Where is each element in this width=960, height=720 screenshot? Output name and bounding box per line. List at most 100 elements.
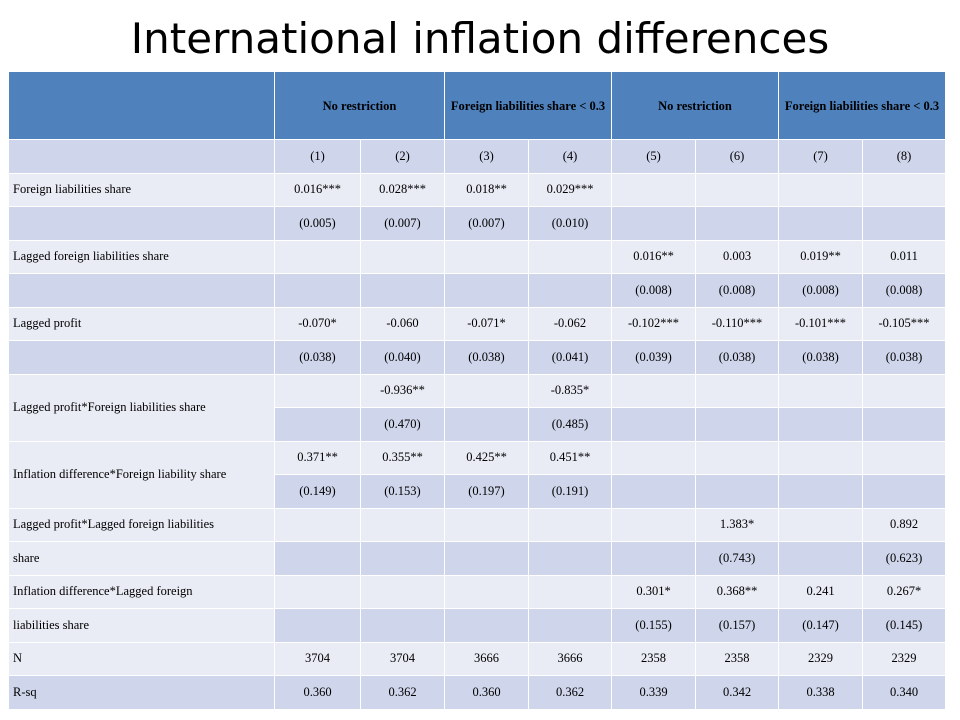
coef-cell: 0.267* bbox=[862, 574, 947, 609]
se-cell: (0.010) bbox=[527, 206, 613, 241]
se-cell: (0.041) bbox=[527, 340, 613, 375]
row-inflation-diff-x-fls-se: (0.149) (0.153) (0.197) (0.191) bbox=[9, 474, 947, 509]
row-label: Inflation difference*Foreign liability s… bbox=[8, 440, 275, 509]
coef-cell: 0.371** bbox=[274, 440, 361, 475]
coef-cell: -0.936** bbox=[360, 373, 445, 408]
se-cell bbox=[695, 474, 780, 509]
coef-cell: 0.241 bbox=[778, 574, 864, 609]
header-row: No restriction Foreign liabilities share… bbox=[8, 71, 947, 140]
se-cell bbox=[360, 541, 445, 576]
coef-cell: 0.451** bbox=[527, 440, 613, 475]
se-cell bbox=[778, 206, 864, 241]
se-cell: (0.485) bbox=[527, 407, 613, 442]
se-cell bbox=[611, 407, 697, 442]
coef-cell: -0.105*** bbox=[862, 306, 947, 341]
column-number: (3) bbox=[444, 139, 529, 174]
se-cell bbox=[862, 407, 947, 442]
coef-cell bbox=[695, 373, 780, 408]
row-label: Lagged profit*Lagged foreign liabilities bbox=[8, 507, 275, 542]
se-cell bbox=[444, 273, 529, 308]
value-cell: 0.338 bbox=[778, 675, 864, 710]
coef-cell: 0.016*** bbox=[274, 172, 361, 207]
value-cell: 0.342 bbox=[695, 675, 780, 710]
header-group-4: Foreign liabilities share < 0.3 bbox=[778, 71, 947, 140]
coef-cell bbox=[527, 239, 613, 274]
value-cell: 2358 bbox=[611, 641, 697, 676]
row-inflation-diff-x-lfls-se: liabilities share (0.155) (0.157) (0.147) (0… bbox=[8, 608, 947, 643]
row-label: Inflation difference*Lagged foreign bbox=[8, 574, 275, 609]
coef-cell: 0.301* bbox=[611, 574, 697, 609]
se-cell: (0.191) bbox=[527, 474, 613, 509]
se-cell bbox=[527, 541, 613, 576]
se-cell: (0.008) bbox=[695, 273, 780, 308]
se-cell: (0.153) bbox=[360, 474, 445, 509]
se-cell: (0.039) bbox=[611, 340, 697, 375]
value-cell: 2329 bbox=[862, 641, 947, 676]
header-group-1: No restriction bbox=[274, 71, 445, 140]
se-cell bbox=[695, 206, 780, 241]
row-label: Foreign liabilities share bbox=[8, 172, 275, 207]
row-label: Lagged foreign liabilities share bbox=[8, 239, 275, 274]
coef-cell: -0.071* bbox=[444, 306, 529, 341]
se-cell: (0.145) bbox=[862, 608, 947, 643]
coef-cell bbox=[527, 507, 613, 542]
row-label: Lagged profit*Foreign liabilities share bbox=[8, 373, 275, 442]
se-cell bbox=[862, 474, 947, 509]
coef-cell: -0.835* bbox=[527, 373, 613, 408]
coef-cell: 0.028*** bbox=[360, 172, 445, 207]
slide-title: International inflation differences bbox=[130, 14, 830, 63]
se-cell: (0.008) bbox=[778, 273, 864, 308]
coef-cell bbox=[274, 239, 361, 274]
value-cell: 0.362 bbox=[527, 675, 613, 710]
se-cell: (0.038) bbox=[778, 340, 864, 375]
se-cell bbox=[360, 608, 445, 643]
value-cell: 0.340 bbox=[862, 675, 947, 710]
column-number: (6) bbox=[695, 139, 780, 174]
se-cell: (0.147) bbox=[778, 608, 864, 643]
row-inflation-diff-x-fls: Inflation difference*Foreign liability s… bbox=[8, 440, 947, 509]
row-lagged-profit-x-fls: Lagged profit*Foreign liabilities share -… bbox=[8, 373, 947, 442]
coef-cell: 1.383* bbox=[695, 507, 780, 542]
se-cell bbox=[444, 541, 529, 576]
coef-cell bbox=[274, 507, 361, 542]
header-empty-cell bbox=[8, 71, 275, 140]
se-cell bbox=[274, 407, 361, 442]
coef-cell bbox=[695, 440, 780, 475]
se-cell bbox=[611, 474, 697, 509]
row-label: N bbox=[8, 641, 275, 676]
se-cell: (0.743) bbox=[695, 541, 780, 576]
row-label bbox=[8, 206, 275, 241]
coef-cell: 0.011 bbox=[862, 239, 947, 274]
value-cell: 3704 bbox=[274, 641, 361, 676]
se-cell bbox=[274, 608, 361, 643]
coef-cell bbox=[611, 440, 697, 475]
se-cell: (0.038) bbox=[862, 340, 947, 375]
value-cell: 0.360 bbox=[444, 675, 529, 710]
se-cell bbox=[862, 206, 947, 241]
column-number-row: (1) (2) (3) (4) (5) (6) (7) (8) bbox=[8, 139, 947, 174]
value-cell: 2329 bbox=[778, 641, 864, 676]
coef-cell bbox=[778, 172, 864, 207]
value-cell: 3666 bbox=[444, 641, 529, 676]
se-cell: (0.623) bbox=[862, 541, 947, 576]
se-cell bbox=[444, 407, 529, 442]
row-label bbox=[8, 340, 275, 375]
row-label: share bbox=[8, 541, 275, 576]
se-cell: (0.005) bbox=[274, 206, 361, 241]
row-label bbox=[8, 273, 275, 308]
coef-cell bbox=[778, 507, 864, 542]
row-lagged-foreign-liabilities-share: Lagged foreign liabilities share 0.016** 0… bbox=[8, 239, 947, 274]
se-cell: (0.008) bbox=[862, 273, 947, 308]
row-lagged-profit-se: (0.038) (0.040) (0.038) (0.041) (0.039) (0.03… bbox=[8, 340, 947, 375]
coef-cell bbox=[444, 239, 529, 274]
coef-cell bbox=[611, 172, 697, 207]
value-cell: 3704 bbox=[360, 641, 445, 676]
se-cell bbox=[778, 407, 864, 442]
coef-cell bbox=[444, 373, 529, 408]
row-r-squared: R-sq 0.360 0.362 0.360 0.362 0.339 0.342 0.338 0… bbox=[8, 675, 947, 710]
coef-cell bbox=[778, 373, 864, 408]
header-group-3: No restriction bbox=[611, 71, 780, 140]
se-cell bbox=[778, 474, 864, 509]
se-cell: (0.007) bbox=[444, 206, 529, 241]
